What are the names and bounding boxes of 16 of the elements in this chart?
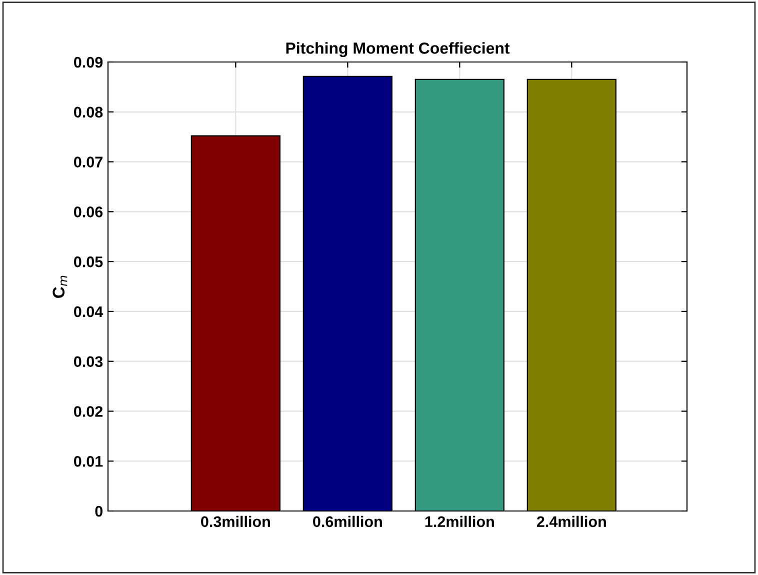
y-tick-label: 0.04 (74, 306, 104, 318)
y-tick-label: 0.07 (74, 156, 102, 168)
y-tick-label: 0.09 (74, 56, 103, 68)
x-tick-label: 0.6million (313, 516, 382, 528)
x-tick-label: 2.4million (536, 516, 606, 528)
y-tick-label: 0.08 (74, 106, 103, 118)
y-tick-label: 0.06 (74, 206, 103, 218)
y-tick-label: 0 (95, 506, 103, 517)
x-tick-label: 0.3million (201, 516, 270, 528)
y-axis-title: C$_{m}$ (52, 276, 68, 298)
x-tick-label: 1.2million (425, 516, 494, 528)
y-tick-label: 0.05 (74, 256, 103, 268)
y-tick-label: 0.03 (74, 356, 103, 368)
y-tick-label: 0.01 (74, 456, 103, 467)
y-tick-label: 0.02 (74, 406, 103, 417)
chart-title: Pitching Moment Coeffiecient (286, 42, 510, 58)
